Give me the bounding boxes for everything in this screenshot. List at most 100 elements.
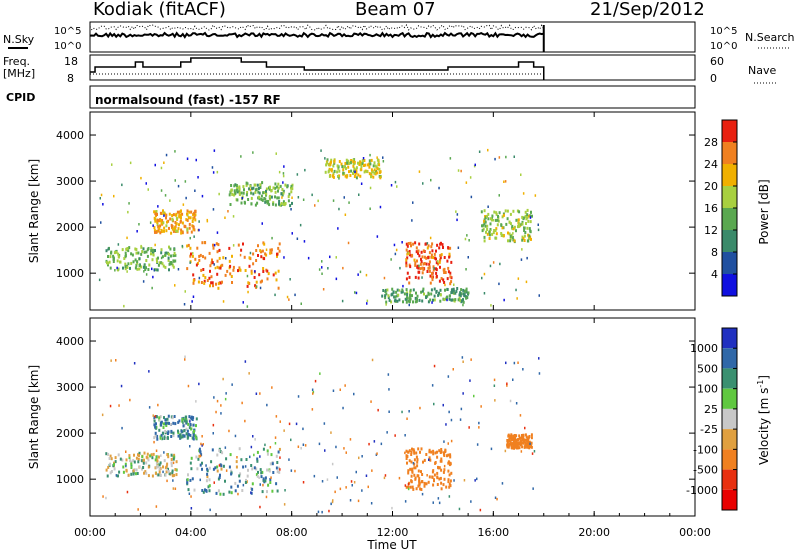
heatmap-cell — [216, 231, 219, 234]
heatmap-cell — [114, 460, 117, 464]
heatmap-cell — [474, 479, 476, 482]
heatmap-cell — [443, 464, 446, 468]
heatmap-cell — [186, 433, 189, 437]
heatmap-cell — [154, 249, 156, 252]
heatmap-cell — [185, 218, 188, 222]
heatmap-cell — [192, 423, 195, 427]
heatmap-cell — [413, 466, 416, 470]
heatmap-cell — [420, 257, 422, 261]
heatmap-cell — [213, 481, 215, 484]
heatmap-cell — [105, 468, 108, 472]
heatmap-cell — [343, 196, 345, 199]
heatmap-cell — [247, 198, 250, 201]
heatmap-cell — [527, 233, 530, 237]
heatmap-cell — [265, 495, 268, 499]
heatmap-cell — [339, 487, 342, 491]
heatmap-cell — [416, 294, 419, 298]
heatmap-cell — [274, 271, 277, 275]
heatmap-cell — [225, 392, 227, 395]
heatmap-cell — [300, 302, 302, 305]
heatmap-cell — [413, 458, 416, 462]
heatmap-cell — [230, 469, 233, 473]
heatmap-cell — [174, 487, 177, 490]
heatmap-cell — [515, 288, 517, 292]
heatmap-cell — [137, 508, 139, 511]
heatmap-cell — [274, 442, 277, 445]
heatmap-cell — [512, 209, 515, 213]
heatmap-cell — [177, 434, 180, 438]
heatmap-cell — [332, 499, 334, 502]
heatmap-cell — [439, 476, 442, 480]
heatmap-cell — [449, 462, 452, 466]
heatmap-cell — [317, 199, 319, 203]
heatmap-cell — [336, 476, 338, 479]
heatmap-cell — [443, 298, 446, 302]
heatmap-cell — [153, 210, 156, 214]
velocity-colorbar-frame — [721, 327, 738, 511]
heatmap-cell — [164, 194, 167, 197]
heatmap-cell — [150, 249, 153, 253]
heatmap-cell — [486, 214, 488, 218]
heatmap-cell — [245, 181, 248, 185]
heatmap-cell — [266, 468, 269, 472]
heatmap-cell — [436, 475, 439, 479]
heatmap-cell — [282, 189, 285, 193]
heatmap-cell — [198, 254, 201, 258]
heatmap-cell — [203, 279, 206, 283]
heatmap-cell — [238, 479, 241, 483]
heatmap-cell — [522, 192, 525, 195]
heatmap-cell — [529, 216, 532, 219]
heatmap-cell — [132, 469, 135, 473]
heatmap-cell — [255, 259, 258, 262]
heatmap-cell — [468, 426, 470, 429]
heatmap-cell — [217, 243, 220, 247]
heatmap-cell — [419, 450, 421, 454]
heatmap-cell — [160, 423, 163, 427]
heatmap-cell — [238, 447, 241, 451]
heatmap-cell — [115, 359, 117, 362]
heatmap-cell — [430, 288, 433, 292]
heatmap-cell — [105, 496, 107, 500]
heatmap-cell — [155, 455, 158, 459]
heatmap-cell — [482, 227, 485, 231]
heatmap-cell — [480, 405, 482, 408]
heatmap-cell — [432, 268, 435, 272]
heatmap-cell — [188, 226, 191, 230]
heatmap-cell — [156, 260, 158, 264]
heatmap-cell — [404, 500, 407, 503]
heatmap-cell — [189, 478, 192, 482]
heatmap-cell — [443, 440, 445, 443]
heatmap-cell — [515, 402, 518, 405]
heatmap-cell — [503, 180, 505, 183]
power-colorbar-cell — [722, 208, 737, 230]
heatmap-cell — [172, 434, 175, 438]
heatmap-cell — [160, 166, 163, 170]
heatmap-cell — [391, 506, 393, 510]
heatmap-cell — [433, 402, 435, 406]
heatmap-cell — [407, 450, 410, 454]
heatmap-cell — [145, 182, 147, 185]
heatmap-cell — [177, 227, 180, 231]
velocity-heatmap — [101, 355, 541, 514]
heatmap-cell — [164, 265, 167, 269]
heatmap-cell — [403, 292, 406, 296]
heatmap-cell — [163, 416, 165, 420]
heatmap-cell — [230, 184, 233, 187]
heatmap-cell — [163, 212, 166, 216]
heatmap-cell — [159, 219, 162, 223]
heatmap-cell — [499, 262, 501, 266]
heatmap-cell — [288, 298, 290, 301]
heatmap-cell — [269, 194, 271, 198]
heatmap-cell — [355, 470, 357, 474]
heatmap-cell — [335, 256, 337, 259]
heatmap-cell — [184, 180, 187, 183]
heatmap-cell — [151, 456, 154, 460]
heatmap-cell — [235, 188, 238, 192]
heatmap-cell — [258, 197, 261, 201]
heatmap-cell — [433, 298, 436, 302]
heatmap-cell — [262, 477, 265, 481]
heatmap-cell — [368, 159, 371, 163]
heatmap-cell — [497, 215, 499, 218]
heatmap-cell — [238, 187, 241, 191]
heatmap-cell — [234, 183, 237, 187]
